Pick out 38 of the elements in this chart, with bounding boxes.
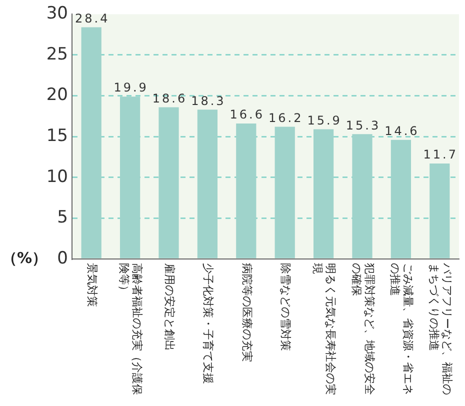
data-label: 15.3 xyxy=(346,118,381,132)
x-tick-label: 病院等の医療の充実 xyxy=(240,263,254,362)
data-label: 11.7 xyxy=(423,148,458,162)
y-tick-label: 25 xyxy=(46,44,68,64)
bar xyxy=(390,140,412,258)
data-label: 14.6 xyxy=(384,124,420,138)
data-label: 16.6 xyxy=(230,108,265,122)
x-tick-label: 少子化対策・子育て支援 xyxy=(202,263,215,384)
y-axis-title: （%） xyxy=(2,248,48,267)
bar xyxy=(120,96,140,258)
x-tick-label: 犯罪対策など、地域の安全の確保 xyxy=(350,263,376,395)
bar xyxy=(236,124,256,258)
bar xyxy=(352,134,372,258)
x-tick-label: ごみ減量、省資源・省エネの推進 xyxy=(388,263,415,395)
x-tick-label: 除雪などの雪対策 xyxy=(278,263,292,351)
bar xyxy=(430,164,450,258)
bar xyxy=(274,126,295,258)
data-label: 15.9 xyxy=(307,113,342,128)
x-tick-label: 高齢者福祉の充実（介護保険等） xyxy=(118,263,144,395)
data-label: 18.3 xyxy=(191,94,226,108)
bar xyxy=(81,27,102,258)
data-label: 28.4 xyxy=(74,11,110,26)
data-label: 16.2 xyxy=(268,110,304,125)
y-tick-label: 30 xyxy=(46,4,68,24)
y-tick-label: 0 xyxy=(57,248,68,268)
data-label: 19.9 xyxy=(114,80,148,95)
x-tick-label: 景気対策 xyxy=(85,263,98,307)
bar xyxy=(313,129,334,258)
x-tick-label: バリアフリーなど、福祉のまちづくりの推進 xyxy=(427,262,454,395)
bar xyxy=(197,110,218,258)
x-tick-label: 雇用の安定と創出 xyxy=(162,263,176,351)
y-tick-label: 10 xyxy=(46,166,68,187)
y-tick-label: 5 xyxy=(57,208,68,228)
bar xyxy=(158,107,179,258)
y-tick-label: 15 xyxy=(46,126,68,146)
y-tick-label: 20 xyxy=(46,85,68,106)
x-tick-label: 明るく元気な長寿社会の実現 xyxy=(311,263,338,395)
data-label: 18.6 xyxy=(152,91,188,106)
